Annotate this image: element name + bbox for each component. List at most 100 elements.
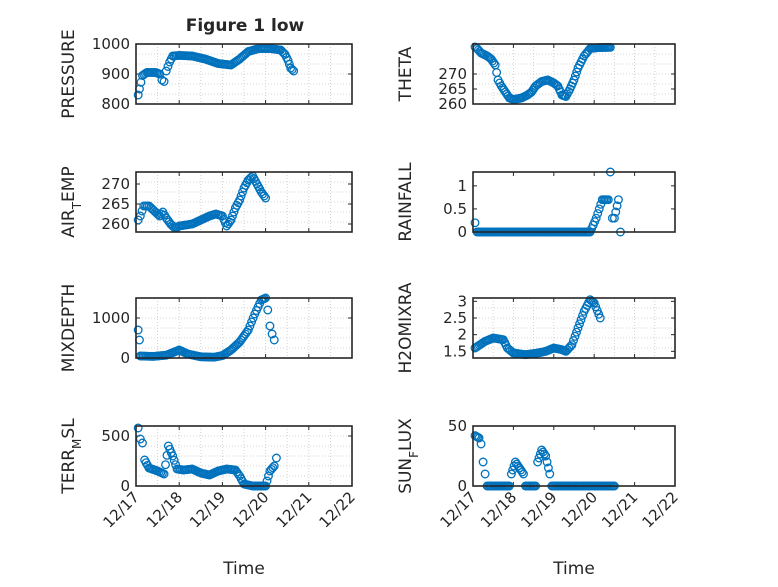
y-axis-label: SUNFLUX <box>396 418 421 494</box>
data-point <box>228 211 237 221</box>
x-tick-label: 12/22 <box>316 488 359 531</box>
data-series <box>133 171 271 233</box>
data-point <box>470 218 480 228</box>
data-point <box>159 77 169 86</box>
x-tick-label: 12/21 <box>598 488 641 531</box>
data-point <box>168 451 178 461</box>
y-axis-label: THETA <box>396 46 416 102</box>
y-tick-label: 0 <box>120 349 130 367</box>
data-point <box>591 213 601 223</box>
axes-frame <box>135 297 353 359</box>
data-series <box>133 423 281 491</box>
data-point <box>595 313 605 323</box>
data-point <box>573 323 583 333</box>
data-point <box>236 191 246 201</box>
x-axis-label: Time <box>552 559 595 579</box>
data-series <box>470 42 615 104</box>
data-point <box>533 457 543 467</box>
data-point <box>593 209 603 218</box>
y-axis-label: AIRTEMP <box>59 166 84 237</box>
data-point <box>509 461 519 471</box>
data-point <box>517 467 527 477</box>
data-point <box>576 315 586 325</box>
data-point <box>161 460 170 470</box>
axes-frame <box>135 425 353 487</box>
data-point <box>262 476 272 486</box>
x-tick-label: 12/19 <box>517 488 560 531</box>
y-axis-label-part: MIXDEPTH <box>59 284 79 373</box>
data-point <box>163 62 173 71</box>
data-point <box>268 463 278 473</box>
data-point <box>133 423 143 433</box>
x-tick-label: 12/22 <box>639 488 682 531</box>
axes-background <box>473 426 675 486</box>
axes-background <box>473 172 675 232</box>
data-point <box>235 195 245 205</box>
data-point <box>261 193 271 203</box>
data-point <box>567 340 577 350</box>
data-point <box>133 325 143 335</box>
data-point <box>157 75 167 85</box>
x-tick-label: 12/20 <box>558 488 601 531</box>
x-tick-label: 12/18 <box>477 488 520 531</box>
data-point <box>245 321 255 331</box>
data-point <box>587 296 596 306</box>
data-point <box>171 460 181 470</box>
y-axis-label-part: H2OMIXRA <box>396 282 416 373</box>
data-point <box>133 90 143 100</box>
data-point <box>287 65 297 74</box>
data-point <box>226 215 236 225</box>
data-point <box>289 66 299 76</box>
data-point <box>286 63 296 73</box>
data-point <box>541 451 551 461</box>
y-tick-label: 1000 <box>92 309 130 327</box>
data-point <box>594 204 604 214</box>
y-tick-label: 2.5 <box>443 309 467 327</box>
data-point <box>233 469 243 479</box>
subplot-3: 260 265 270 AIRTEMP <box>59 166 353 238</box>
data-point <box>263 305 273 315</box>
y-tick-label: 260 <box>101 215 130 233</box>
x-tick-label: 12/20 <box>229 488 272 531</box>
y-tick-label: 3 <box>457 292 467 310</box>
y-axis-label-part: T <box>70 201 84 210</box>
data-point <box>161 66 171 76</box>
y-tick-label: 50 <box>448 417 467 435</box>
data-point <box>248 313 258 323</box>
y-tick-label: 0.5 <box>443 200 467 218</box>
subplot-1: 800 900 1000 PRESSURE <box>59 29 353 119</box>
data-point <box>575 319 585 329</box>
y-tick-label: 800 <box>101 95 130 113</box>
data-point <box>570 331 580 341</box>
data-point <box>609 213 619 223</box>
y-axis-label-part: THETA <box>396 46 416 102</box>
data-point <box>569 336 578 345</box>
y-axis-label: MIXDEPTH <box>59 284 79 373</box>
subplot-4: 0 0.5 1 RAINFALL <box>396 162 676 242</box>
axes-frame <box>135 43 353 105</box>
subplot-5: 0 1000 MIXDEPTH <box>59 284 353 373</box>
data-point <box>279 48 289 58</box>
data-point <box>480 469 490 479</box>
subplot-6: 1.522.53 H2OMIXRA <box>396 282 676 374</box>
data-point <box>535 449 545 459</box>
y-tick-label: 270 <box>438 65 467 83</box>
axes-frame <box>472 171 676 233</box>
y-tick-label: 0 <box>120 477 130 495</box>
data-point <box>284 59 294 69</box>
x-tick-label: 12/21 <box>272 488 315 531</box>
y-tick-label: 1.5 <box>443 342 467 360</box>
y-axis-label: H2OMIXRA <box>396 282 416 373</box>
data-point <box>247 317 257 327</box>
data-point <box>138 438 147 448</box>
y-axis-label-part: EMP <box>59 166 79 202</box>
data-point <box>542 457 552 467</box>
axes-frame <box>472 297 676 359</box>
data-point <box>159 469 169 479</box>
y-axis-label-part: SL <box>59 418 79 439</box>
data-point <box>613 195 623 205</box>
y-axis-label-part: TERR <box>59 449 79 495</box>
y-tick-label: 500 <box>101 427 130 445</box>
axes-frame <box>472 425 676 487</box>
